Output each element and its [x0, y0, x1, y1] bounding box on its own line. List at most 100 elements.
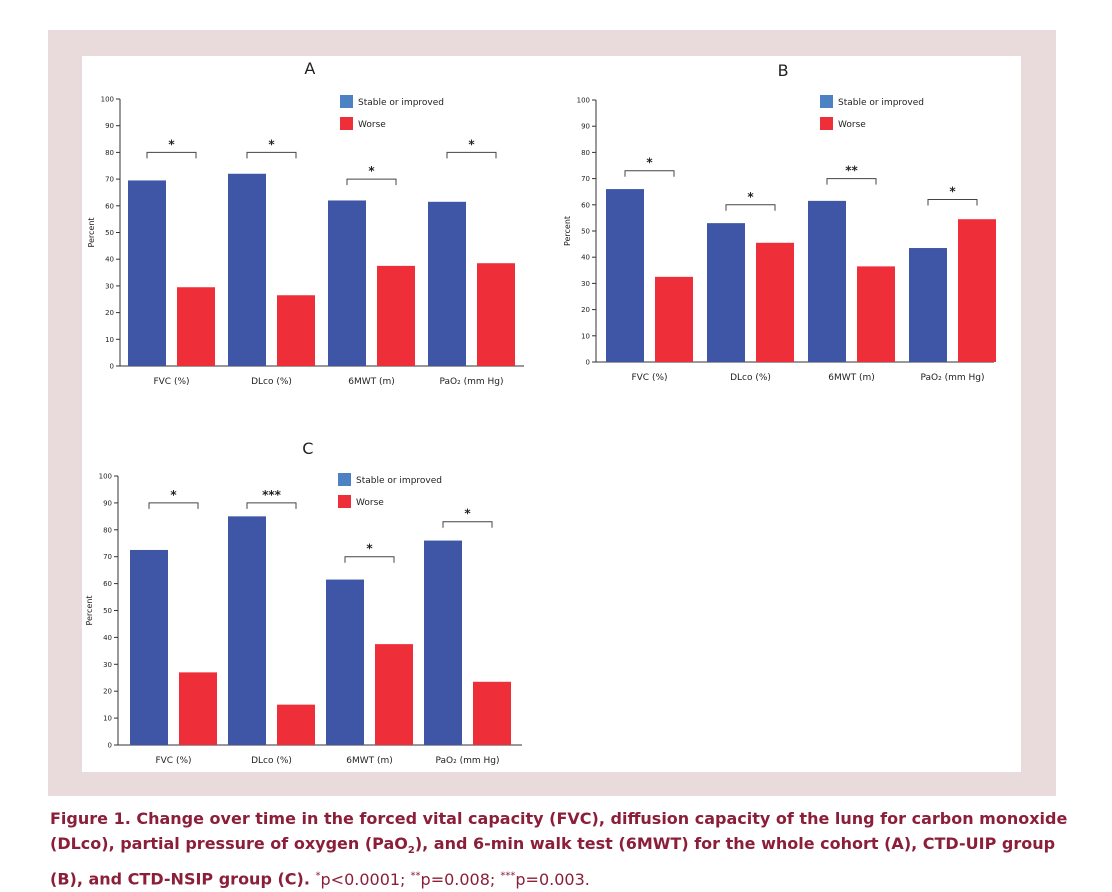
caption-significance: *p<0.0001; **p=0.008; ***p=0.003.	[316, 870, 590, 889]
y-axis-label: Percent	[563, 216, 572, 246]
y-tick-label: 60	[105, 202, 114, 210]
y-tick-label: 90	[105, 122, 114, 130]
significance-bracket	[927, 199, 978, 206]
bar-worse-0	[655, 276, 693, 362]
y-tick-label: 90	[581, 123, 590, 131]
significance-bracket	[442, 521, 493, 528]
significance-bracket	[446, 151, 497, 159]
significance-bracket	[346, 178, 397, 186]
y-tick-label: 20	[581, 306, 590, 314]
y-tick-label: 70	[103, 553, 112, 561]
caption-title: Figure 1. Change over time in the forced…	[50, 809, 1068, 853]
bar-worse-2	[377, 265, 415, 366]
y-tick-label: 80	[105, 149, 114, 157]
x-category-label: DLco (%)	[251, 756, 292, 766]
x-category-label: 6MWT (m)	[348, 377, 395, 387]
legend-swatch-stable	[338, 473, 351, 486]
bar-stable-0	[128, 180, 166, 366]
legend-label-worse: Worse	[356, 498, 384, 508]
bar-stable-2	[808, 200, 846, 362]
x-category-label: 6MWT (m)	[828, 373, 875, 383]
y-tick-label: 100	[101, 96, 114, 104]
y-tick-label: 10	[581, 332, 590, 340]
bar-stable-2	[326, 579, 364, 745]
x-category-label: FVC (%)	[631, 373, 667, 383]
significance-label: *	[168, 137, 175, 151]
y-tick-label: 40	[105, 256, 114, 264]
legend-label-worse: Worse	[358, 120, 386, 130]
bar-worse-0	[179, 672, 217, 745]
bar-worse-3	[473, 681, 511, 745]
y-tick-label: 0	[110, 363, 114, 371]
x-category-label: FVC (%)	[153, 377, 189, 387]
legend-swatch-worse	[340, 117, 353, 130]
significance-label: *	[170, 488, 177, 502]
y-tick-label: 100	[577, 97, 590, 105]
significance-bracket	[725, 204, 776, 211]
significance-bracket	[148, 502, 199, 509]
y-tick-label: 80	[581, 149, 590, 157]
x-category-label: PaO₂ (mm Hg)	[436, 756, 500, 766]
chart-c: C 0 10 20 30 40 50 60 70 80 90 100 Percent FVC (%) * DL…	[85, 439, 522, 766]
bar-worse-1	[277, 704, 315, 745]
bar-worse-3	[958, 219, 996, 362]
y-tick-label: 30	[105, 282, 114, 290]
y-tick-label: 20	[105, 309, 114, 317]
x-category-label: FVC (%)	[155, 756, 191, 766]
x-category-label: DLco (%)	[730, 373, 771, 383]
significance-bracket	[246, 151, 297, 159]
bar-stable-3	[428, 201, 466, 366]
bar-worse-2	[375, 644, 413, 745]
caption-title-sub: 2	[407, 845, 415, 857]
y-tick-label: 40	[103, 634, 112, 642]
legend-label-stable: Stable or improved	[838, 98, 924, 108]
figure-caption: Figure 1. Change over time in the forced…	[50, 806, 1070, 892]
significance-label: *	[464, 507, 471, 521]
bar-stable-3	[424, 540, 462, 745]
bar-worse-2	[857, 266, 895, 362]
significance-label: *	[366, 542, 373, 556]
legend-label-stable: Stable or improved	[358, 98, 444, 108]
x-category-label: 6MWT (m)	[346, 756, 393, 766]
sig2-mark: **	[410, 870, 421, 882]
y-tick-label: 10	[103, 715, 112, 723]
sig3-text: p=0.003.	[515, 869, 590, 889]
bar-stable-1	[228, 516, 266, 745]
y-axis-label: Percent	[85, 595, 94, 625]
y-tick-label: 80	[103, 526, 112, 534]
y-tick-label: 10	[105, 336, 114, 344]
x-category-label: PaO₂ (mm Hg)	[440, 377, 504, 387]
sig1-mark: *	[315, 870, 321, 882]
y-tick-label: 50	[105, 229, 114, 237]
y-tick-label: 0	[586, 359, 590, 367]
y-tick-label: 50	[103, 607, 112, 615]
bar-stable-1	[707, 223, 745, 362]
y-tick-label: 100	[99, 473, 112, 481]
panel-title: B	[778, 61, 789, 80]
panel-title: A	[304, 59, 315, 78]
significance-bracket	[246, 502, 297, 509]
bar-stable-2	[328, 200, 366, 366]
panel-title: C	[302, 439, 313, 458]
significance-label: *	[368, 164, 375, 178]
significance-bracket	[826, 178, 877, 185]
y-tick-label: 30	[581, 280, 590, 288]
legend-swatch-stable	[820, 95, 833, 108]
caption-title-2: ), and 6-min walk test (6MWT) for the wh…	[50, 834, 1056, 889]
significance-label: *	[747, 190, 754, 204]
bar-stable-1	[228, 173, 266, 366]
sig1-text: p<0.0001;	[320, 869, 406, 889]
bar-stable-0	[130, 549, 168, 745]
bar-worse-0	[177, 287, 215, 366]
significance-label: **	[845, 164, 858, 178]
legend-swatch-stable	[340, 95, 353, 108]
y-tick-label: 40	[581, 254, 590, 262]
bar-worse-3	[477, 263, 515, 366]
significance-label: *	[646, 156, 653, 170]
bar-stable-0	[606, 189, 644, 362]
y-tick-label: 30	[103, 661, 112, 669]
y-tick-label: 0	[108, 742, 112, 750]
legend-label-stable: Stable or improved	[356, 476, 442, 486]
y-axis-label: Percent	[87, 217, 96, 247]
significance-label: *	[949, 185, 956, 199]
